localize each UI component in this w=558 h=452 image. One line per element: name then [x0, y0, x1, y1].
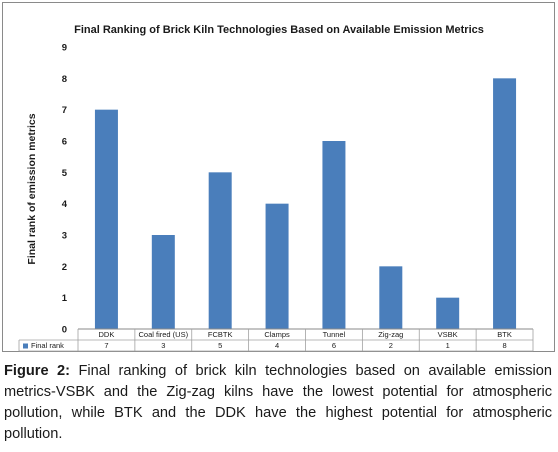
y-tick-label: 0 — [62, 325, 67, 336]
bar-tunnel — [322, 141, 346, 329]
legend-swatch — [23, 343, 28, 349]
y-tick-label: 3 — [62, 231, 67, 242]
value-label: 7 — [104, 341, 108, 350]
bar-chart: Final Ranking of Brick Kiln Technologies… — [18, 24, 534, 352]
y-tick-label: 7 — [62, 105, 67, 116]
legend-label: Final rank — [31, 341, 64, 350]
caption-label: Figure 2: — [4, 363, 71, 379]
value-label: 8 — [502, 341, 506, 350]
bar-clamps — [265, 203, 289, 329]
category-label: Coal fired (US) — [139, 330, 189, 339]
y-tick-label: 5 — [62, 168, 68, 179]
bar-btk — [493, 78, 517, 329]
category-label: Zig-zag — [378, 330, 403, 339]
y-tick-label: 2 — [62, 262, 67, 273]
bar-zig-zag — [379, 266, 403, 329]
category-label: Tunnel — [323, 330, 346, 339]
y-tick-label: 8 — [62, 74, 67, 85]
value-label: 4 — [275, 341, 279, 350]
y-tick-label: 6 — [62, 137, 67, 148]
bar-coal-fired-us — [151, 235, 175, 329]
category-label: VSBK — [438, 330, 458, 339]
value-label: 6 — [332, 341, 336, 350]
category-label: DDK — [99, 330, 115, 339]
bars — [94, 78, 517, 330]
chart-frame: Final Ranking of Brick Kiln Technologies… — [2, 2, 555, 352]
category-label: FCBTK — [208, 330, 233, 339]
value-label: 1 — [446, 341, 450, 350]
y-tick-label: 1 — [62, 293, 68, 304]
category-label: BTK — [497, 330, 512, 339]
y-tick-label: 9 — [62, 43, 67, 54]
value-label: 5 — [218, 341, 222, 350]
bar-vsbk — [436, 297, 460, 329]
y-tick-label: 4 — [62, 199, 68, 210]
value-label: 2 — [389, 341, 393, 350]
value-label: 3 — [161, 341, 165, 350]
bar-ddk — [94, 109, 118, 330]
chart-title: Final Ranking of Brick Kiln Technologies… — [74, 24, 484, 36]
data-table: DDK 7 Coal fired (US) 3 FCBTK 5 Clamps 4 Tunnel 6… — [18, 329, 534, 352]
y-axis-label: Final rank of emission metrics — [26, 113, 38, 264]
figure-caption: Figure 2: Final ranking of brick kiln te… — [4, 361, 552, 445]
y-axis-ticks: 0 1 2 3 4 5 6 7 8 9 — [62, 43, 68, 336]
caption-text: Final ranking of brick kiln technologies… — [4, 363, 553, 442]
category-label: Clamps — [264, 330, 290, 339]
bar-fcbtk — [208, 172, 232, 329]
